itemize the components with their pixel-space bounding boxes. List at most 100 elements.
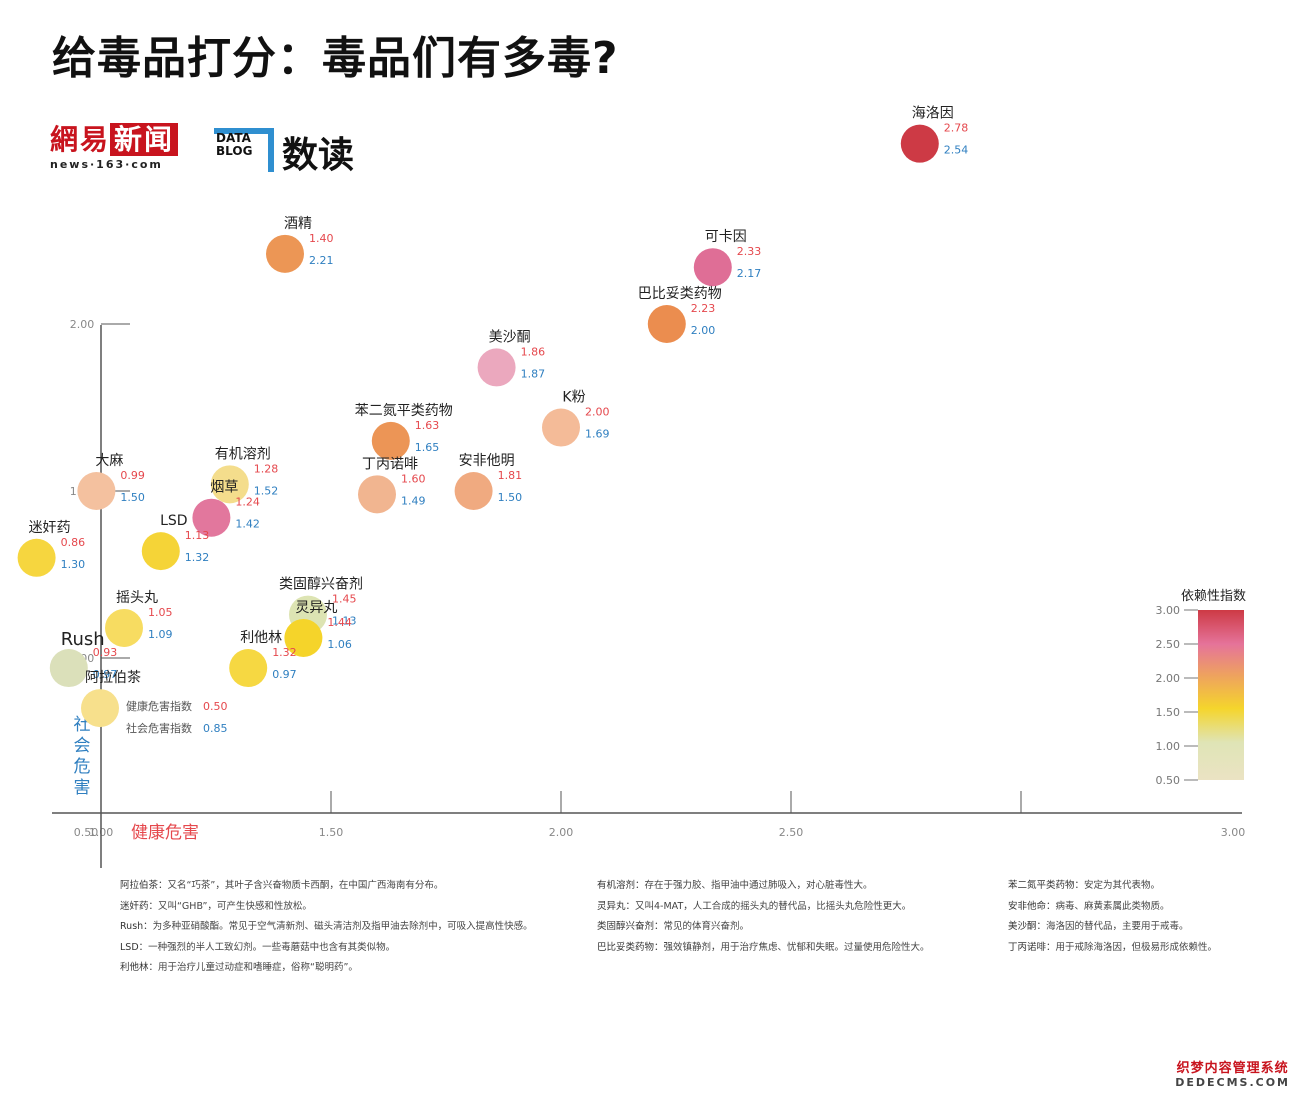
point-health-value: 1.24 (235, 496, 260, 509)
note-term: 丁丙诺啡： (1008, 941, 1056, 953)
point-name-label: 美沙酮 (489, 329, 531, 345)
note-item: 安非他命：病毒、麻黄素属此类物质。 (1008, 897, 1217, 918)
point-name-label: 苯二氮平类药物 (355, 402, 453, 419)
point-social-value: 1.65 (415, 441, 440, 454)
note-text: 又名“巧茶”，其叶子含兴奋物质卡西酮，在中国广西海南有分布。 (167, 880, 444, 891)
note-term: 阿拉伯茶： (120, 880, 168, 891)
datablog-logo[interactable]: DATA BLOG 数读 (214, 124, 364, 176)
note-item: 巴比妥类药物：强效镇静剂，用于治疗焦虑、忧郁和失眠。过量使用危险性大。 (597, 938, 930, 959)
point-name-label: 利他林 (240, 630, 282, 646)
legend-social-label: 社会危害指数 (126, 721, 192, 735)
point-social-value: 2.21 (309, 254, 334, 267)
note-item: 阿拉伯茶：又名“巧茶”，其叶子含兴奋物质卡西酮，在中国广西海南有分布。 (120, 876, 533, 897)
datablog-mark-icon (214, 128, 274, 172)
note-term: LSD： (120, 941, 149, 953)
data-point (229, 649, 268, 688)
point-health-value: 1.40 (309, 232, 334, 245)
note-item: 类固醇兴奋剂：常见的体育兴奋剂。 (597, 917, 930, 938)
point-social-value: 2.54 (944, 144, 969, 157)
point-name-label: 类固醇兴奋剂 (279, 576, 363, 593)
point-social-value: 1.52 (254, 484, 278, 497)
note-item: 美沙酮：海洛因的替代品，主要用于戒毒。 (1008, 917, 1217, 938)
point-social-value: 1.50 (498, 491, 522, 504)
point-social-value: 1.30 (61, 558, 86, 571)
point-social-value: 1.06 (327, 638, 352, 651)
datablog-word-data: DATA (216, 131, 251, 145)
note-text: 强效镇静剂，用于治疗焦虑、忧郁和失眠。过量使用危险性大。 (663, 941, 930, 953)
data-point (477, 348, 516, 387)
point-social-value: 1.32 (185, 551, 210, 564)
colorbar-tick-label: 0.50 (1156, 774, 1181, 787)
point-name-label: 灵异丸 (295, 600, 337, 616)
watermark-line-2: DEDECMS.COM (1175, 1076, 1290, 1089)
colorbar-title: 依赖性指数 (1181, 589, 1246, 604)
point-health-value: 0.86 (61, 536, 86, 549)
notes-column-2: 有机溶剂：存在于强力胶、指甲油中通过肺吸入，对心脏毒性大。 灵异丸：又叫4-MAT… (597, 876, 930, 958)
point-health-value: 2.23 (691, 302, 716, 315)
data-point (693, 248, 732, 287)
legend-health-label: 健康危害指数 (126, 699, 192, 713)
point-health-value: 1.86 (521, 345, 546, 358)
data-point (900, 124, 939, 163)
point-social-value: 0.85 (203, 722, 228, 735)
point-social-value: 1.09 (148, 628, 173, 641)
point-name-label: 可卡因 (705, 229, 747, 245)
data-point (81, 689, 119, 728)
note-item: Rush：为多种亚硝酸酯。常见于空气清新剂、磁头清洁剂及指甲油去除剂中，可吸入提… (120, 917, 533, 938)
note-term: 类固醇兴奋剂： (597, 921, 664, 933)
colorbar-tick-label: 2.00 (1156, 672, 1181, 685)
x-tick-label: 2.00 (549, 826, 574, 839)
data-point (77, 472, 116, 510)
notes-column-1: 阿拉伯茶：又名“巧茶”，其叶子含兴奋物质卡西酮，在中国广西海南有分布。 迷奸药：又… (120, 876, 533, 979)
note-text: 安定为其代表物。 (1084, 880, 1161, 891)
point-health-value: 1.60 (401, 472, 426, 485)
point-health-value: 0.99 (120, 469, 144, 482)
data-point (105, 608, 143, 647)
point-name-label: 摇头丸 (116, 590, 158, 606)
data-point (192, 498, 231, 537)
point-health-value: 1.81 (498, 469, 522, 482)
data-point (210, 465, 249, 504)
note-term: Rush： (120, 921, 153, 933)
point-social-value: 0.97 (272, 668, 297, 681)
x-axis-title: 健康危害 (131, 823, 199, 843)
note-text: 又叫“GHB”，可产生快感和性放松。 (158, 900, 312, 912)
logo-netease-text: 網易 (50, 123, 111, 156)
point-health-value: 1.13 (185, 529, 210, 542)
data-point (17, 538, 56, 577)
point-name-label: LSD (160, 513, 187, 529)
colorbar-tick-label: 2.50 (1156, 638, 1181, 651)
netease-news-logo[interactable]: 網易 新闻 news·163·com (50, 123, 190, 176)
data-point (141, 532, 180, 571)
point-name-label: K粉 (562, 390, 585, 406)
point-health-value: 2.33 (737, 245, 762, 258)
note-item: 迷奸药：又叫“GHB”，可产生快感和性放松。 (120, 897, 533, 918)
point-name-label: 安非他明 (459, 453, 515, 469)
point-social-value: 1.49 (401, 494, 426, 507)
note-text: 用于治疗儿童过动症和嗜睡症，俗称“聪明药”。 (158, 962, 358, 974)
point-name-label: 迷奸药 (29, 520, 71, 536)
point-social-value: 1.13 (332, 615, 357, 628)
note-text: 又叫4-MAT，人工合成的摇头丸的替代品，比摇头丸危险性更大。 (635, 900, 912, 912)
point-health-value: 1.05 (148, 606, 173, 619)
point-health-value: 1.45 (332, 593, 357, 606)
data-point (49, 649, 88, 688)
y-tick-label: 2.00 (70, 318, 95, 331)
point-name-label: 阿拉伯茶 (85, 670, 141, 686)
notes-column-3: 苯二氮平类药物：安定为其代表物。 安非他命：病毒、麻黄素属此类物质。 美沙酮：海洛因… (1008, 876, 1217, 958)
point-health-value: 0.93 (93, 646, 118, 659)
note-item: 灵异丸：又叫4-MAT，人工合成的摇头丸的替代品，比摇头丸危险性更大。 (597, 897, 930, 918)
datablog-word-blog: BLOG (216, 144, 253, 158)
watermark: 织梦内容管理系统 DEDECMS.COM (1175, 1057, 1290, 1089)
note-text: 为多种亚硝酸酯。常见于空气清新剂、磁头清洁剂及指甲油去除剂中，可吸入提高性快感。 (152, 921, 533, 933)
point-social-value: 1.42 (235, 518, 260, 531)
y-axis-title: 社会危害 (74, 715, 91, 798)
note-term: 迷奸药： (120, 900, 159, 912)
point-name-label: 丁丙诺啡 (362, 456, 418, 472)
point-social-value: 1.50 (120, 491, 144, 504)
point-name-label: 酒精 (284, 216, 312, 232)
point-health-value: 2.00 (585, 406, 610, 419)
note-item: 有机溶剂：存在于强力胶、指甲油中通过肺吸入，对心脏毒性大。 (597, 876, 930, 897)
note-term: 利他林： (120, 962, 159, 974)
note-item: LSD：一种强烈的半人工致幻剂。一些毒蘑菇中也含有其类似物。 (120, 938, 533, 959)
